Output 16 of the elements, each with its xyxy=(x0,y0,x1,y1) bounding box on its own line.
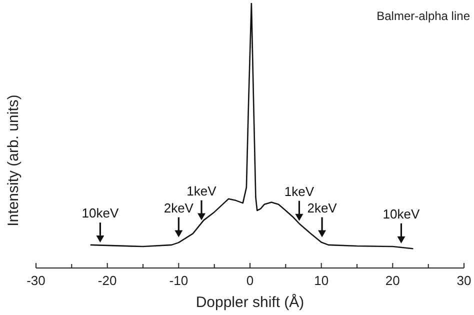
annotation: 1keV xyxy=(284,184,314,199)
annotation: 1keV xyxy=(186,183,217,198)
annotation: 2keV xyxy=(164,200,194,216)
annotation: 10keV xyxy=(382,206,420,222)
x-tick-label: 0 xyxy=(246,273,254,288)
x-tick-label: -30 xyxy=(26,273,46,288)
annotation: 2keV xyxy=(307,200,338,216)
x-tick-label: 30 xyxy=(456,273,472,288)
annotation: 10keV xyxy=(82,206,119,221)
annotation: Balmer-alpha line xyxy=(376,9,470,23)
x-tick-label: 10 xyxy=(314,273,329,288)
x-tick-label: -20 xyxy=(98,273,117,288)
y-axis-title: Intensity (arb. units) xyxy=(5,94,22,226)
x-axis-title: Doppler shift (Å) xyxy=(196,293,304,311)
x-tick-label: -10 xyxy=(169,273,188,288)
x-tick-label: 20 xyxy=(385,273,400,288)
